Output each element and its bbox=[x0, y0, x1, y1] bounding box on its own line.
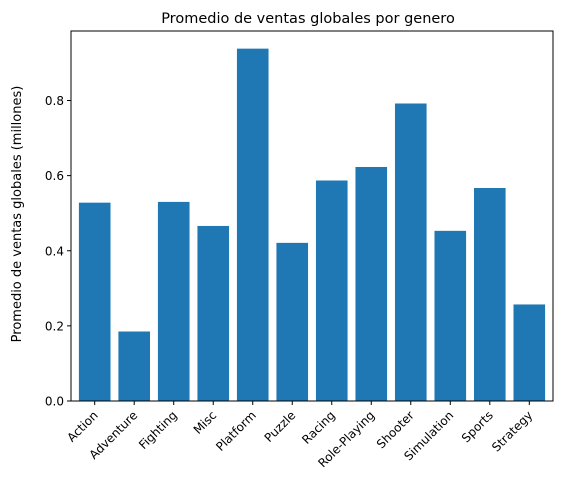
x-tick-label: Sports bbox=[459, 408, 496, 445]
y-tick-label: 0.4 bbox=[45, 244, 64, 258]
bar-sports bbox=[473, 188, 506, 401]
bar-puzzle bbox=[276, 242, 309, 401]
x-tick-label: Action bbox=[64, 408, 100, 444]
y-tick-label: 0.0 bbox=[45, 395, 64, 409]
bars-layer bbox=[78, 48, 546, 402]
bar-misc bbox=[197, 225, 230, 401]
x-tick-label: Strategy bbox=[489, 408, 535, 454]
bar-shooter bbox=[394, 103, 427, 401]
x-tick-label: Racing bbox=[299, 408, 338, 447]
y-axis-ticks: 0.0 0.2 0.4 0.6 0.8 bbox=[45, 94, 71, 409]
y-axis-label: Promedio de ventas globales (millones) bbox=[10, 86, 25, 343]
bar-strategy bbox=[513, 304, 546, 401]
y-tick-label: 0.8 bbox=[45, 94, 64, 108]
bar-simulation bbox=[434, 230, 467, 401]
x-tick-label: Puzzle bbox=[262, 408, 299, 445]
bar-fighting bbox=[157, 201, 190, 401]
x-tick-label: Fighting bbox=[136, 408, 180, 452]
bar-adventure bbox=[118, 331, 151, 401]
bar-action bbox=[78, 202, 111, 401]
x-tick-label: Misc bbox=[191, 408, 220, 437]
x-tick-label: Platform bbox=[213, 408, 259, 454]
plot-frame bbox=[70, 30, 554, 402]
y-tick-label: 0.2 bbox=[45, 319, 64, 333]
bar-platform bbox=[236, 48, 269, 402]
bar-racing bbox=[315, 180, 348, 401]
chart-title: Promedio de ventas globales por genero bbox=[161, 11, 455, 27]
y-tick-label: 0.6 bbox=[45, 169, 64, 183]
bar-role-playing bbox=[355, 166, 388, 401]
